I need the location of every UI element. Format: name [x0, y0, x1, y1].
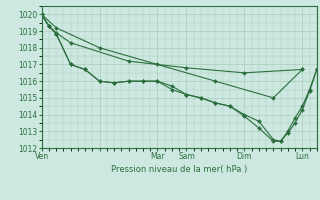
X-axis label: Pression niveau de la mer( hPa ): Pression niveau de la mer( hPa ) — [111, 165, 247, 174]
